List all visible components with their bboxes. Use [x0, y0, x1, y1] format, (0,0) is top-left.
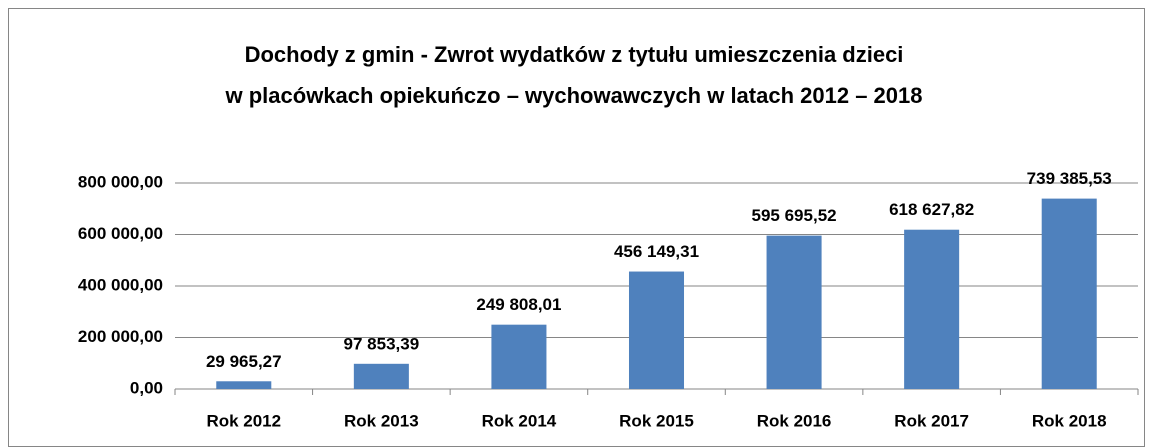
x-tick-label: Rok 2014 — [482, 411, 557, 430]
data-label: 249 808,01 — [476, 295, 561, 314]
y-tick-label: 400 000,00 — [78, 275, 163, 294]
x-tick-label: Rok 2016 — [757, 411, 832, 430]
y-tick-label: 200 000,00 — [78, 327, 163, 346]
chart-title: w placówkach opiekuńczo – wychowawczych … — [225, 83, 923, 108]
chart-border — [8, 8, 1145, 447]
x-tick-label: Rok 2012 — [206, 411, 281, 430]
x-tick-label: Rok 2013 — [344, 411, 419, 430]
data-label: 595 695,52 — [752, 206, 837, 225]
x-tick-label: Rok 2015 — [619, 411, 694, 430]
data-label: 618 627,82 — [889, 200, 974, 219]
bar — [491, 324, 547, 389]
bar — [353, 363, 409, 389]
y-tick-label: 0,00 — [130, 378, 163, 397]
y-tick-label: 600 000,00 — [78, 224, 163, 243]
bar — [216, 381, 272, 389]
data-label: 739 385,53 — [1027, 169, 1112, 188]
bar — [1041, 198, 1097, 389]
bar — [628, 271, 685, 389]
x-tick-label: Rok 2017 — [894, 411, 969, 430]
data-label: 29 965,27 — [206, 352, 282, 371]
data-label: 97 853,39 — [344, 334, 420, 353]
y-tick-label: 800 000,00 — [78, 172, 163, 191]
data-label: 456 149,31 — [614, 242, 699, 261]
bar — [766, 235, 822, 389]
x-tick-label: Rok 2018 — [1032, 411, 1107, 430]
bar — [904, 229, 960, 389]
chart-title: Dochody z gmin - Zwrot wydatków z tytułu… — [245, 42, 904, 67]
